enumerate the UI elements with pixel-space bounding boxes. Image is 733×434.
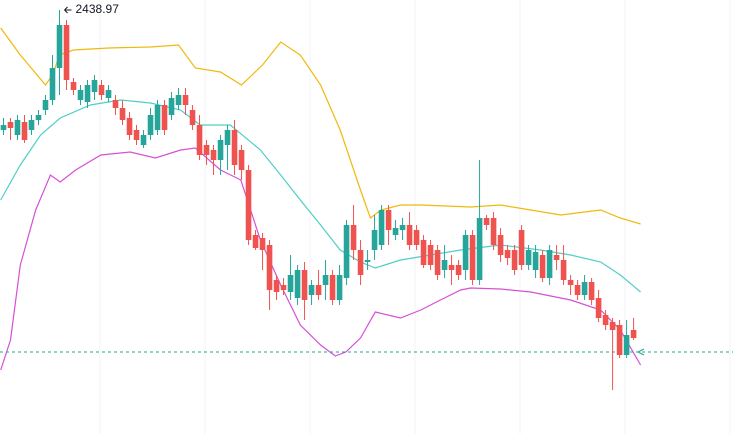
candle-body [378, 210, 385, 245]
candle-body [560, 260, 567, 280]
candle-body [574, 285, 581, 295]
candle-body [252, 235, 259, 248]
candle-body [539, 255, 546, 278]
candle-body [147, 115, 154, 135]
candle-body [497, 235, 504, 255]
candle-body [42, 100, 49, 110]
candle-body [455, 265, 462, 275]
annotation-arrow [64, 6, 72, 14]
candle-body [112, 100, 119, 108]
candle-body [175, 95, 182, 105]
candle-body [322, 275, 329, 285]
candle-body [364, 260, 371, 262]
candle-body [189, 110, 196, 125]
candle-body [392, 228, 399, 235]
candle-body [231, 130, 238, 165]
candle-body [294, 270, 301, 298]
candle-body [140, 135, 147, 145]
candle-body [266, 245, 273, 290]
candle-body [126, 118, 133, 135]
candle-body [490, 218, 497, 245]
candle-body [259, 238, 266, 250]
candle-body [84, 85, 91, 102]
candle-body [168, 98, 175, 115]
candle-body [133, 130, 140, 140]
candle-body [56, 25, 63, 68]
candle-body [630, 330, 637, 338]
candle-body [602, 315, 609, 325]
candle-body [308, 285, 315, 295]
candle-body [427, 245, 434, 265]
candle-body [525, 250, 532, 265]
candle-body [154, 105, 161, 130]
candle-body [476, 218, 483, 280]
candle-body [210, 150, 217, 160]
candle-body [371, 230, 378, 250]
candle-body [329, 275, 336, 300]
candle-body [546, 250, 553, 278]
candle-body [301, 270, 308, 300]
candle-body [413, 230, 420, 245]
candle-body [315, 285, 322, 295]
candle-body [588, 282, 595, 300]
candle-body [399, 225, 406, 230]
candle-body [7, 122, 14, 128]
candle-body [273, 280, 280, 292]
candle-body [567, 280, 574, 285]
candle-body [21, 122, 28, 140]
candle-body [350, 225, 357, 250]
candle-body [49, 68, 56, 100]
last-price-arrow [637, 348, 645, 356]
candle-body [469, 235, 476, 280]
annotation-label: 2438.97 [76, 2, 120, 16]
candle-body [70, 82, 77, 90]
candle-body [217, 140, 224, 160]
candle-body [406, 225, 413, 245]
candle-body [343, 225, 350, 278]
candle-body [14, 120, 21, 135]
candle-body [553, 255, 560, 260]
candle-body [28, 120, 35, 130]
candle-body [196, 125, 203, 155]
candle-body [0, 125, 7, 130]
candle-body [336, 275, 343, 300]
candle-body [280, 285, 287, 290]
candle-body [385, 210, 392, 230]
candle-body [35, 115, 42, 120]
candle-body [91, 80, 98, 92]
candle-body [119, 108, 126, 120]
candle-body [77, 90, 84, 100]
candle-body [105, 90, 112, 98]
candle-body [518, 230, 525, 265]
candle-body [161, 105, 168, 130]
candle-body [420, 240, 427, 265]
candle-body [287, 275, 294, 292]
candle-body [595, 298, 602, 318]
candle-body [616, 325, 623, 355]
candle-body [434, 250, 441, 275]
candle-body [357, 250, 364, 275]
candle-body [581, 282, 588, 295]
candle-body [224, 130, 231, 145]
candle-body [504, 250, 511, 258]
candle-body [238, 150, 245, 170]
candle-body [483, 218, 490, 225]
candle-body [532, 252, 539, 270]
band-line [0, 147, 642, 371]
candle-body [441, 260, 448, 270]
candle-body [448, 265, 455, 270]
candle-body [203, 145, 210, 155]
candle-body [609, 322, 616, 330]
candle-body [182, 95, 189, 105]
candle-body [511, 250, 518, 270]
candle-body [462, 235, 469, 270]
candle-body [245, 170, 252, 240]
band-line [0, 99, 641, 293]
candle-body [623, 335, 630, 355]
candle-body [63, 25, 70, 80]
candle-body [98, 85, 105, 95]
